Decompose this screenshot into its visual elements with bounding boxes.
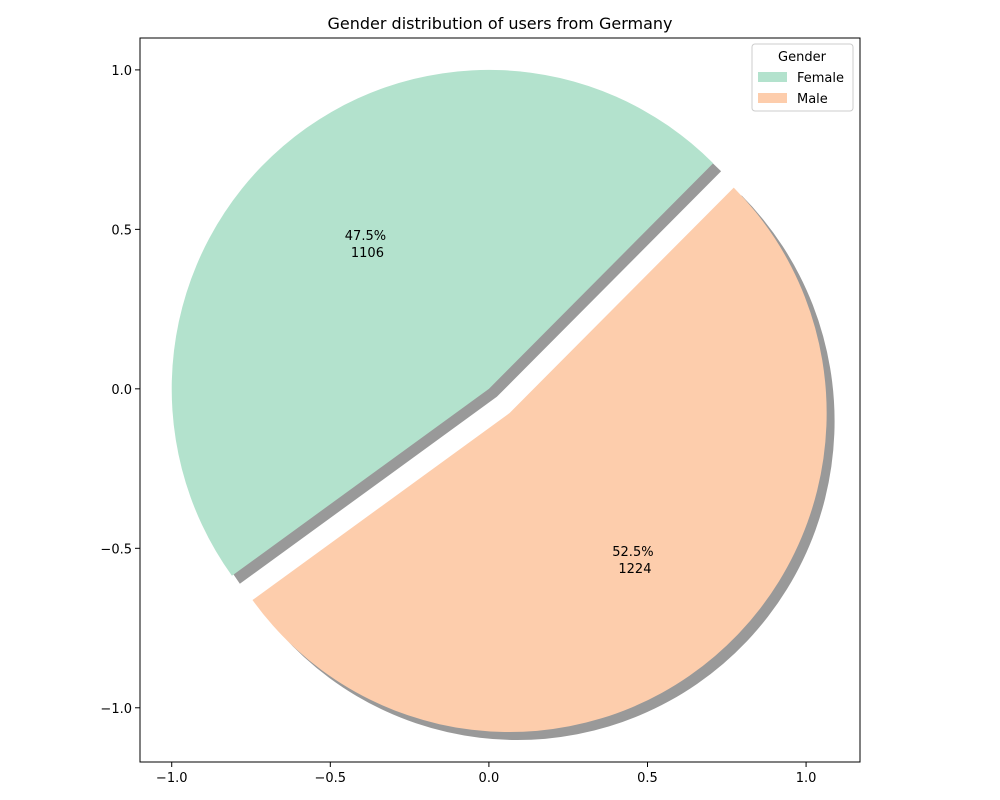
label-layer: 47.5% 1106 52.5% 1224 — [345, 229, 654, 577]
legend-swatch-female — [758, 72, 787, 82]
legend-swatch-male — [758, 93, 787, 103]
y-tick-label: −1.0 — [100, 702, 132, 717]
legend: Gender Female Male — [751, 43, 854, 112]
legend-label-male: Male — [797, 92, 828, 107]
legend-entries: Female Male — [758, 71, 844, 107]
y-tick-label: 1.0 — [111, 64, 132, 79]
x-tick-label: −0.5 — [315, 771, 347, 786]
pie-slice-female — [171, 69, 714, 576]
slice-layer — [171, 69, 827, 733]
slice-percent-label: 52.5% — [612, 545, 653, 560]
x-tick-label: 1.0 — [796, 771, 817, 786]
x-tick-label: 0.5 — [637, 771, 658, 786]
chart-title: Gender distribution of users from German… — [328, 14, 673, 33]
y-tick-label: 0.5 — [111, 223, 132, 238]
slice-count-label: 1106 — [351, 246, 384, 261]
tick-layer: −1.0 −0.5 0.0 0.5 1.0 −1.0 −0.5 0.0 0.5 1.0 — [100, 64, 816, 786]
slice-count-label: 1224 — [618, 562, 651, 577]
slice-percent-label: 47.5% — [345, 229, 386, 244]
legend-title: Gender — [778, 50, 827, 65]
legend-label-female: Female — [797, 71, 844, 86]
x-tick-label: 0.0 — [479, 771, 500, 786]
y-tick-label: −0.5 — [100, 542, 132, 557]
axes-frame — [139, 37, 861, 763]
y-tick-label: 0.0 — [111, 383, 132, 398]
pie-slice-male — [252, 187, 827, 733]
x-tick-label: −1.0 — [156, 771, 188, 786]
